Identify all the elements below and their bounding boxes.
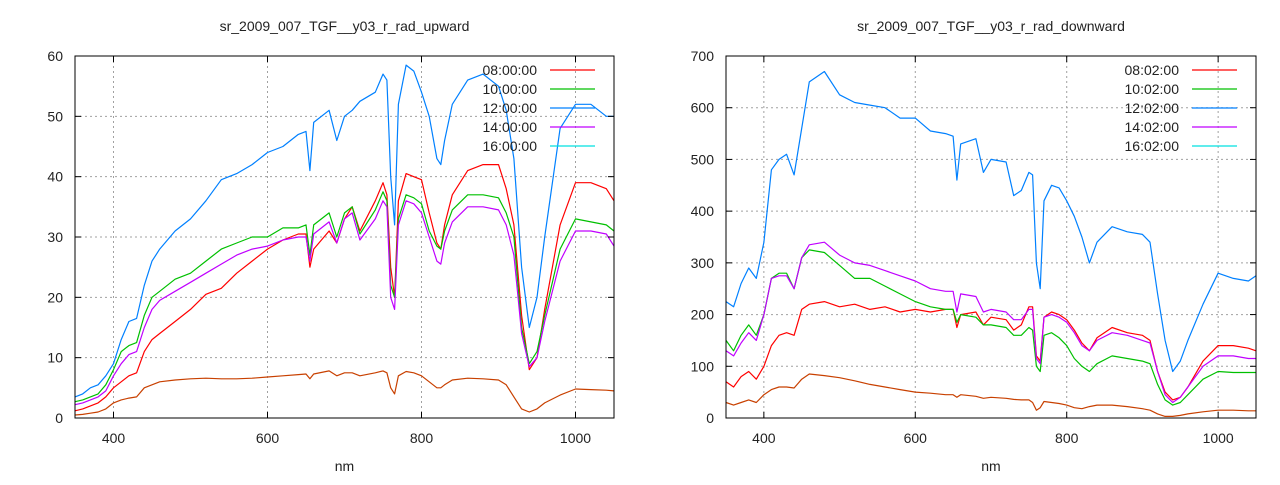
chart-title: sr_2009_007_TGF__y03_r_rad_upward [220,18,470,34]
series-line-16-02-00 [725,373,1256,417]
y-tick-label: 100 [691,358,715,374]
x-axis-label: nm [981,458,1000,474]
x-tick-label: 400 [752,430,776,446]
legend-label: 08:02:00 [1125,62,1180,78]
legend-label: 12:00:00 [483,100,538,116]
legend-label: 16:00:00 [483,138,538,154]
series-line-12-02-00 [725,70,1257,373]
x-tick-label: 800 [1055,430,1079,446]
x-axis-label: nm [335,458,354,474]
legend-label: 10:00:00 [483,81,538,97]
y-tick-label: 40 [47,169,63,185]
series-line-10-00-00 [74,191,615,403]
y-tick-label: 400 [691,203,715,219]
y-tick-label: 300 [691,255,715,271]
y-tick-label: 50 [47,108,63,124]
y-tick-label: 60 [47,48,63,64]
x-tick-label: 600 [256,430,280,446]
y-tick-label: 20 [47,289,63,305]
series-line-14-00-00 [74,200,615,406]
series-line-16-00-00 [74,370,615,416]
series-line-10-02-00 [725,249,1256,406]
x-tick-label: 800 [410,430,434,446]
y-tick-label: 10 [47,350,63,366]
y-tick-label: 30 [47,229,63,245]
series-line-08-02-00 [725,301,1257,401]
y-tick-label: 200 [691,307,715,323]
legend-label: 10:02:00 [1125,81,1180,97]
y-tick-label: 600 [691,100,715,116]
x-tick-label: 1000 [560,430,591,446]
chart-2: 400 600 800 1000 0 100 200 300 400 500 600 700 sr_20… [691,18,1257,474]
series-line-08-00-00 [74,164,615,412]
chart-1: 400 600 800 1000 0 10 20 30 40 50 60 sr_2009_007_TG… [47,18,615,474]
plot-frame [725,55,1257,419]
y-tick-label: 500 [691,151,715,167]
legend-label: 08:00:00 [483,62,538,78]
x-tick-label: 1000 [1203,430,1234,446]
series-line-14-02-00 [725,241,1256,404]
x-tick-label: 600 [904,430,928,446]
legend-label: 12:02:00 [1125,100,1180,116]
x-tick-label: 400 [102,430,126,446]
y-tick-label: 0 [55,410,63,426]
legend-label: 14:00:00 [483,119,538,135]
legend-label: 16:02:00 [1125,138,1180,154]
y-tick-label: 0 [706,410,714,426]
y-tick-label: 700 [691,48,715,64]
legend-label: 14:02:00 [1125,119,1180,135]
series-line-12-00-00 [74,64,614,398]
chart-title: sr_2009_007_TGF__y03_r_rad_downward [857,18,1125,34]
